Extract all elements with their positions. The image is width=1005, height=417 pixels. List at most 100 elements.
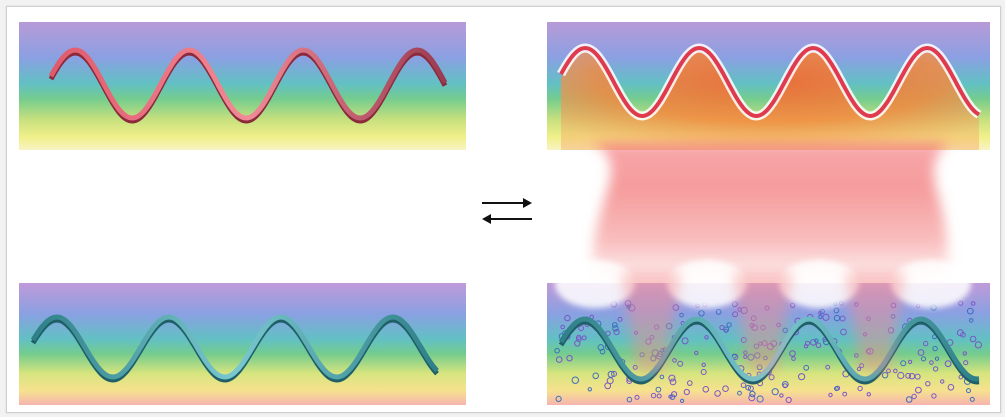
particle: [704, 335, 709, 340]
particle: [923, 340, 929, 347]
particle: [655, 386, 662, 393]
particle: [694, 350, 699, 356]
particle: [722, 385, 729, 392]
particle: [756, 395, 764, 403]
gradient-band: [19, 283, 466, 405]
particle: [564, 314, 571, 322]
particle: [963, 360, 969, 366]
panel-bottom-right-teal-strand-bound: [547, 283, 990, 405]
particle: [828, 392, 833, 398]
particle: [656, 393, 662, 399]
teal-wave-strip: [19, 283, 466, 405]
particle: [947, 384, 955, 391]
particle: [669, 394, 676, 400]
particle: [587, 387, 592, 392]
particle: [683, 388, 690, 396]
particle: [779, 393, 784, 398]
particle: [966, 388, 971, 394]
particle: [915, 386, 922, 394]
particle: [905, 396, 913, 403]
particle: [650, 392, 657, 399]
particle: [968, 318, 974, 323]
particle: [842, 391, 848, 397]
particle: [958, 374, 964, 380]
particle: [814, 338, 819, 343]
particle: [834, 386, 839, 392]
gradient-band: [19, 22, 466, 150]
particle: [929, 360, 934, 365]
particle: [969, 335, 977, 343]
particle: [680, 398, 685, 404]
particle: [671, 391, 678, 398]
particle: [578, 325, 584, 332]
particle: [687, 380, 693, 386]
particle: [925, 381, 931, 387]
particle: [970, 301, 976, 306]
particle: [597, 344, 605, 351]
particle: [974, 341, 982, 349]
particle: [803, 344, 809, 349]
particle: [920, 356, 927, 362]
red-wave-strip: [19, 22, 466, 150]
particle: [659, 374, 665, 380]
particle: [669, 378, 677, 386]
particle: [607, 370, 615, 378]
particle: [560, 324, 565, 330]
particle: [771, 388, 779, 396]
forward-arrow-head: [523, 198, 532, 208]
particle: [815, 342, 822, 349]
particle: [698, 310, 705, 317]
red-wave-strip-bound: [547, 22, 990, 150]
particle: [701, 362, 706, 368]
particle: [737, 390, 742, 396]
particle: [592, 372, 600, 380]
particle: [566, 355, 573, 362]
particle: [748, 394, 756, 402]
particle: [612, 325, 619, 332]
particle: [723, 326, 730, 333]
particle: [702, 386, 710, 393]
particle: [881, 372, 889, 379]
particle: [833, 314, 841, 322]
particle: [818, 314, 823, 320]
particle: [962, 351, 967, 356]
particle: [634, 394, 640, 400]
particle: [803, 364, 810, 371]
particle: [612, 322, 618, 328]
particle: [917, 349, 925, 356]
particle: [749, 390, 756, 398]
particle: [714, 390, 721, 397]
particle: [740, 382, 747, 388]
equilibrium-arrows-icon: [482, 198, 532, 224]
teal-strand: [30, 314, 439, 380]
particle: [897, 371, 905, 380]
reverse-arrow-head: [482, 214, 491, 224]
teal-wave-strip-bound: [547, 283, 990, 405]
particle: [571, 376, 579, 384]
particle: [747, 385, 754, 392]
particle: [833, 307, 840, 314]
particle: [934, 356, 940, 361]
particle: [681, 337, 689, 345]
particle: [785, 396, 792, 404]
particle: [818, 310, 823, 315]
particle: [932, 366, 939, 372]
particle: [908, 373, 916, 380]
particle: [940, 379, 945, 384]
orange-glow-region: [561, 52, 979, 150]
particle: [825, 364, 831, 370]
particle: [857, 385, 863, 392]
particle: [782, 383, 788, 389]
particle: [626, 396, 633, 403]
particle: [944, 360, 952, 368]
particle: [668, 374, 676, 382]
panel-bottom-left-teal-strand: [19, 283, 466, 405]
particle: [745, 384, 751, 391]
particle: [554, 347, 560, 354]
particle: [700, 369, 707, 375]
particle: [822, 313, 830, 321]
particle: [931, 393, 937, 399]
particle: [726, 322, 732, 328]
particle: [555, 356, 563, 363]
particle: [555, 395, 562, 403]
